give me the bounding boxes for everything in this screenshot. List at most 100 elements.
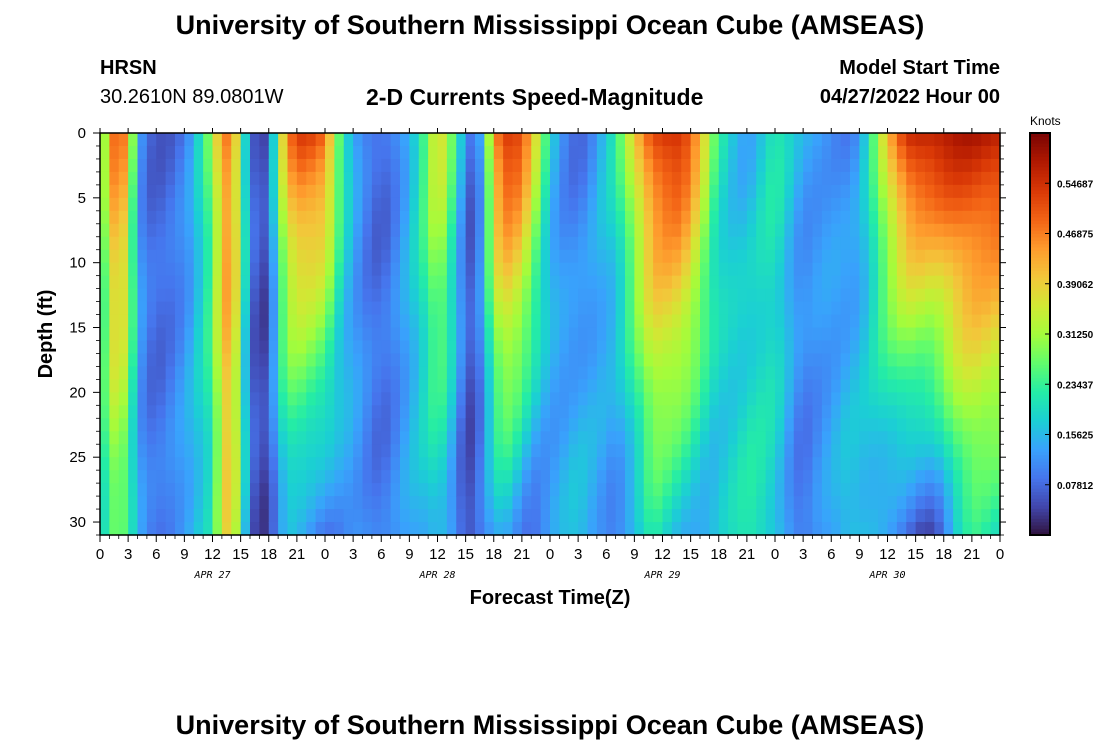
heatmap-cell (503, 496, 514, 510)
heatmap-cell (390, 249, 401, 264)
heatmap-cell (606, 158, 617, 173)
heatmap-cell (850, 158, 860, 173)
heatmap-cell (306, 262, 317, 277)
heatmap-cell (915, 249, 926, 264)
colorbar-segment (1030, 206, 1050, 211)
heatmap-cell (634, 379, 645, 393)
heatmap-cell (775, 158, 785, 173)
heatmap-cell (109, 223, 120, 238)
heatmap-cell (371, 405, 382, 419)
heatmap-cell (643, 431, 654, 445)
heatmap-cell (615, 249, 626, 264)
heatmap-cell (315, 184, 326, 199)
heatmap-cell (962, 418, 973, 432)
heatmap-cell (484, 184, 495, 199)
heatmap-cell (840, 327, 851, 342)
heatmap-cell (531, 314, 542, 329)
heatmap-cell (381, 470, 392, 484)
heatmap-cell (737, 184, 748, 199)
heatmap-cell (165, 314, 176, 329)
heatmap-cell (193, 522, 204, 536)
heatmap-cell (428, 197, 439, 212)
heatmap-cell (578, 392, 589, 406)
heatmap-cell (296, 223, 307, 238)
heatmap-cell (334, 262, 345, 277)
heatmap-cell (587, 444, 598, 458)
heatmap-cell (118, 236, 129, 251)
heatmap-cell (840, 457, 851, 471)
heatmap-cell (990, 223, 1001, 238)
heatmap-cell (943, 483, 954, 497)
heatmap-cell (503, 509, 514, 523)
colorbar-segment (1030, 173, 1050, 178)
heatmap-cell (165, 210, 176, 225)
heatmap-cell (943, 405, 954, 419)
heatmap-cell (821, 210, 832, 225)
heatmap-cell (643, 522, 654, 536)
heatmap-cell (484, 366, 495, 380)
heatmap-cell (850, 444, 860, 458)
heatmap-cell (531, 145, 542, 160)
heatmap-cell (681, 288, 692, 303)
heatmap-cell (400, 483, 410, 497)
heatmap-cell (109, 340, 120, 355)
colorbar-segment (1030, 337, 1050, 342)
heatmap-cell (746, 275, 757, 290)
heatmap-cell (615, 392, 626, 406)
heatmap-cell (606, 457, 617, 471)
heatmap-cell (671, 184, 682, 199)
heatmap-cell (240, 210, 251, 225)
heatmap-cell (878, 249, 889, 264)
heatmap-cell (343, 392, 354, 406)
heatmap-cell (775, 288, 785, 303)
heatmap-cell (775, 509, 785, 523)
heatmap-cell (409, 197, 420, 212)
heatmap-cell (465, 340, 476, 355)
heatmap-cell (737, 418, 748, 432)
heatmap-cell (550, 457, 560, 471)
heatmap-cell (184, 522, 195, 536)
heatmap-cell (578, 418, 589, 432)
heatmap-cell (718, 301, 729, 316)
heatmap-cell (231, 509, 242, 523)
date-label: APR 27 (193, 570, 230, 581)
heatmap-cell (531, 509, 542, 523)
heatmap-cell (625, 340, 635, 355)
heatmap-cell (718, 133, 729, 147)
heatmap-cell (193, 158, 204, 173)
heatmap-cell (887, 171, 898, 186)
heatmap-cell (446, 418, 457, 432)
heatmap-cell (325, 392, 335, 406)
heatmap-cell (728, 379, 739, 393)
heatmap-cell (353, 314, 364, 329)
heatmap-cell (128, 418, 139, 432)
heatmap-cell (390, 405, 401, 419)
heatmap-cells (100, 133, 1001, 536)
heatmap-cell (775, 470, 785, 484)
heatmap-cell (840, 379, 851, 393)
heatmap-cell (709, 353, 720, 368)
heatmap-cell (240, 301, 251, 316)
heatmap-cell (700, 236, 710, 251)
heatmap-cell (746, 470, 757, 484)
colorbar-tick-label: 0.31250 (1057, 330, 1094, 341)
heatmap-cell (887, 288, 898, 303)
heatmap-cell (156, 509, 167, 523)
heatmap-cell (587, 353, 598, 368)
heatmap-cell (456, 288, 467, 303)
heatmap-cell (868, 522, 879, 536)
heatmap-cell (212, 405, 223, 419)
heatmap-cell (700, 314, 710, 329)
heatmap-cell (934, 509, 945, 523)
heatmap-cell (606, 301, 617, 316)
heatmap-cell (643, 197, 654, 212)
heatmap-cell (887, 379, 898, 393)
heatmap-cell (465, 171, 476, 186)
heatmap-cell (475, 392, 485, 406)
heatmap-cell (784, 444, 795, 458)
heatmap-cell (165, 392, 176, 406)
heatmap-cell (868, 249, 879, 264)
heatmap-cell (587, 249, 598, 264)
heatmap-cell (390, 509, 401, 523)
